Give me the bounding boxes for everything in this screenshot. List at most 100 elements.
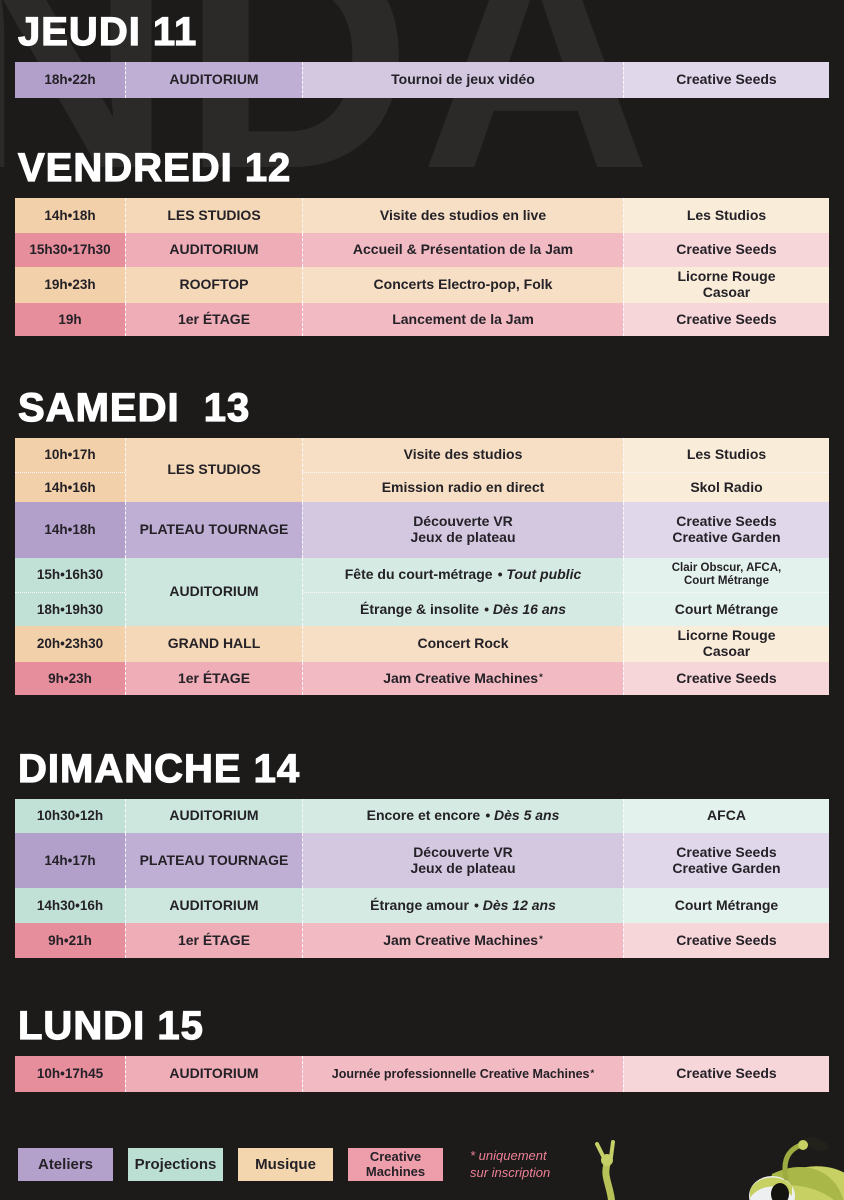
organizer-cell: Creative Seeds <box>623 62 829 98</box>
organizer-cell: Skol Radio <box>623 472 829 502</box>
program-poster: JEUDI 11 18h•22h AUDITORIUM Tournoi de j… <box>0 9 844 1182</box>
event-title: Concert Rock <box>417 635 509 652</box>
organizer-cell: Court Métrange <box>623 592 829 626</box>
mascot-illustration <box>595 1137 844 1200</box>
time-cell: 10h•17h <box>15 438 125 472</box>
event-title: Tournoi de jeux vidéo <box>391 71 535 88</box>
event-cell: Encore et encore • Dès 5 ans <box>302 799 623 833</box>
event-title: Journée professionnelle Creative Machine… <box>331 1066 590 1081</box>
location-cell: AUDITORIUM <box>125 799 302 833</box>
event-cell: Concert Rock <box>302 626 623 662</box>
legend-swatch-ateliers: Ateliers <box>18 1148 113 1182</box>
day-section-vendredi: VENDREDI 12 14h•18h LES STUDIOS Visite d… <box>15 145 844 336</box>
event-title: Découverte VR Jeux de plateau <box>410 513 516 545</box>
event-title: Lancement de la Jam <box>392 310 534 327</box>
event-cell: Fête du court-métrage • Tout public <box>302 558 623 592</box>
time-cell: 10h•17h45 <box>15 1056 125 1092</box>
event-title: Fête du court-métrage <box>344 566 493 583</box>
location-cell-merged: AUDITORIUM <box>125 558 302 626</box>
event-cell: Journée professionnelle Creative Machine… <box>302 1056 623 1092</box>
location-cell: 1er ÉTAGE <box>125 303 302 336</box>
schedule-table: 14h•18h LES STUDIOS Visite des studios e… <box>15 198 829 336</box>
event-cell: Jam Creative Machines * <box>302 923 623 958</box>
organizer-cell: Les Studios <box>623 438 829 472</box>
location-cell: AUDITORIUM <box>125 1056 302 1092</box>
time-cell: 18h•19h30 <box>15 592 125 626</box>
time-cell: 14h30•16h <box>15 888 125 923</box>
event-title: Concerts Electro-pop, Folk <box>373 276 553 293</box>
time-cell: 19h <box>15 303 125 336</box>
event-asterisk: * <box>539 672 543 684</box>
schedule-table: 18h•22h AUDITORIUM Tournoi de jeux vidéo… <box>15 62 829 98</box>
legend: Ateliers Projections Musique Creative Ma… <box>18 1148 844 1182</box>
location-cell: 1er ÉTAGE <box>125 662 302 695</box>
time-cell: 14h•17h <box>15 833 125 888</box>
day-section-dimanche: DIMANCHE 14 10h30•12h AUDITORIUM Encore … <box>15 746 844 958</box>
event-title: Visite des studios en live <box>379 206 547 223</box>
event-title: Emission radio en direct <box>381 478 545 495</box>
legend-swatch-musique: Musique <box>238 1148 333 1182</box>
event-cell: Étrange amour • Dès 12 ans <box>302 888 623 923</box>
background-watermark-text: NDA <box>0 0 660 235</box>
event-cell: Visite des studios en live <box>302 198 623 233</box>
location-cell: AUDITORIUM <box>125 62 302 98</box>
organizer-cell: Creative Seeds <box>623 923 829 958</box>
event-title: Étrange & insolite <box>360 600 480 617</box>
time-cell: 15h30•17h30 <box>15 233 125 267</box>
legend-swatch-creative-machines: Creative Machines <box>348 1148 443 1182</box>
event-audience: • Dès 16 ans <box>484 600 566 617</box>
day-title: JEUDI 11 <box>17 9 198 54</box>
organizer-cell: AFCA <box>623 799 829 833</box>
event-cell: Découverte VR Jeux de plateau <box>302 502 623 558</box>
organizer-cell: Licorne Rouge Casoar <box>623 267 829 303</box>
event-title: Accueil & Présentation de la Jam <box>352 241 574 258</box>
organizer-cell: Creative Seeds <box>623 1056 829 1092</box>
location-cell: AUDITORIUM <box>125 233 302 267</box>
event-title: Jam Creative Machines <box>383 669 539 686</box>
organizer-cell: Licorne Rouge Casoar <box>623 626 829 662</box>
event-asterisk: * <box>590 1067 595 1079</box>
time-cell: 14h•18h <box>15 502 125 558</box>
event-cell: Jam Creative Machines * <box>302 662 623 695</box>
organizer-cell: Creative Seeds Creative Garden <box>623 833 829 888</box>
organizer-cell: Creative Seeds <box>623 662 829 695</box>
event-audience: • Tout public <box>497 566 582 583</box>
location-cell: 1er ÉTAGE <box>125 923 302 958</box>
day-title: VENDREDI 12 <box>17 145 292 190</box>
location-cell: ROOFTOP <box>125 267 302 303</box>
day-title: DIMANCHE 14 <box>17 746 301 791</box>
organizer-cell: Creative Seeds <box>623 233 829 267</box>
event-cell: Tournoi de jeux vidéo <box>302 62 623 98</box>
location-cell: GRAND HALL <box>125 626 302 662</box>
schedule-table: 10h•17h45 AUDITORIUM Journée professionn… <box>15 1056 829 1092</box>
schedule-table: 10h•17h LES STUDIOS Visite des studios L… <box>15 438 829 695</box>
schedule-table: 10h30•12h AUDITORIUM Encore et encore • D… <box>15 799 829 958</box>
time-cell: 19h•23h <box>15 267 125 303</box>
event-title: Visite des studios <box>403 446 523 463</box>
organizer-cell: Court Métrange <box>623 888 829 923</box>
time-cell: 9h•23h <box>15 662 125 695</box>
day-title: LUNDI 15 <box>17 1003 204 1048</box>
location-cell-merged: LES STUDIOS <box>125 438 302 502</box>
event-cell: Découverte VR Jeux de plateau <box>302 833 623 888</box>
location-cell: AUDITORIUM <box>125 888 302 923</box>
event-title: Jam Creative Machines <box>383 931 539 948</box>
time-cell: 14h•18h <box>15 198 125 233</box>
legend-registration-note: * uniquement sur inscription <box>470 1148 551 1180</box>
organizer-cell: Creative Seeds <box>623 303 829 336</box>
time-cell: 14h•16h <box>15 472 125 502</box>
time-cell: 20h•23h30 <box>15 626 125 662</box>
time-cell: 18h•22h <box>15 62 125 98</box>
day-section-jeudi: JEUDI 11 18h•22h AUDITORIUM Tournoi de j… <box>15 9 844 98</box>
event-title: Découverte VR Jeux de plateau <box>410 843 516 876</box>
event-cell: Étrange & insolite • Dès 16 ans <box>302 592 623 626</box>
event-cell: Concerts Electro-pop, Folk <box>302 267 623 303</box>
time-cell: 15h•16h30 <box>15 558 125 592</box>
day-section-samedi: SAMEDI 13 10h•17h LES STUDIOS Visite des… <box>15 385 844 695</box>
event-audience: • Dès 12 ans <box>473 896 556 913</box>
event-asterisk: * <box>539 934 543 946</box>
location-cell: LES STUDIOS <box>125 198 302 233</box>
event-title: Étrange amour <box>370 896 469 913</box>
event-cell: Accueil & Présentation de la Jam <box>302 233 623 267</box>
day-title: SAMEDI 13 <box>17 385 251 430</box>
